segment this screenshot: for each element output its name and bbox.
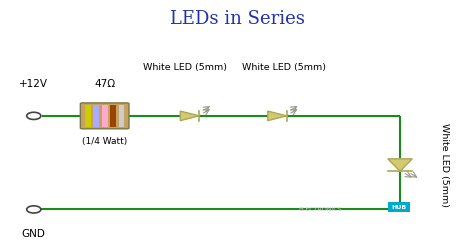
Polygon shape [268,111,287,121]
Text: (1/4 Watt): (1/4 Watt) [82,137,128,146]
Bar [118,105,124,127]
Bar [93,105,99,127]
Circle shape [27,112,41,120]
Bar [102,105,108,127]
Bar [110,105,116,127]
Text: White LED (5mm): White LED (5mm) [242,63,326,72]
FancyBboxPatch shape [80,103,129,129]
Polygon shape [388,159,412,171]
Text: White LED (5mm): White LED (5mm) [440,123,449,207]
Polygon shape [180,111,199,121]
Text: GND: GND [22,229,46,239]
Text: HUB: HUB [391,204,406,210]
Circle shape [27,206,41,213]
Text: ELECTRONICS: ELECTRONICS [299,207,342,212]
FancyBboxPatch shape [388,202,410,212]
Text: 47Ω: 47Ω [94,79,115,90]
Text: +12V: +12V [19,79,48,90]
Text: LEDs in Series: LEDs in Series [170,10,304,28]
Bar [85,105,91,127]
Text: White LED (5mm): White LED (5mm) [143,63,227,72]
